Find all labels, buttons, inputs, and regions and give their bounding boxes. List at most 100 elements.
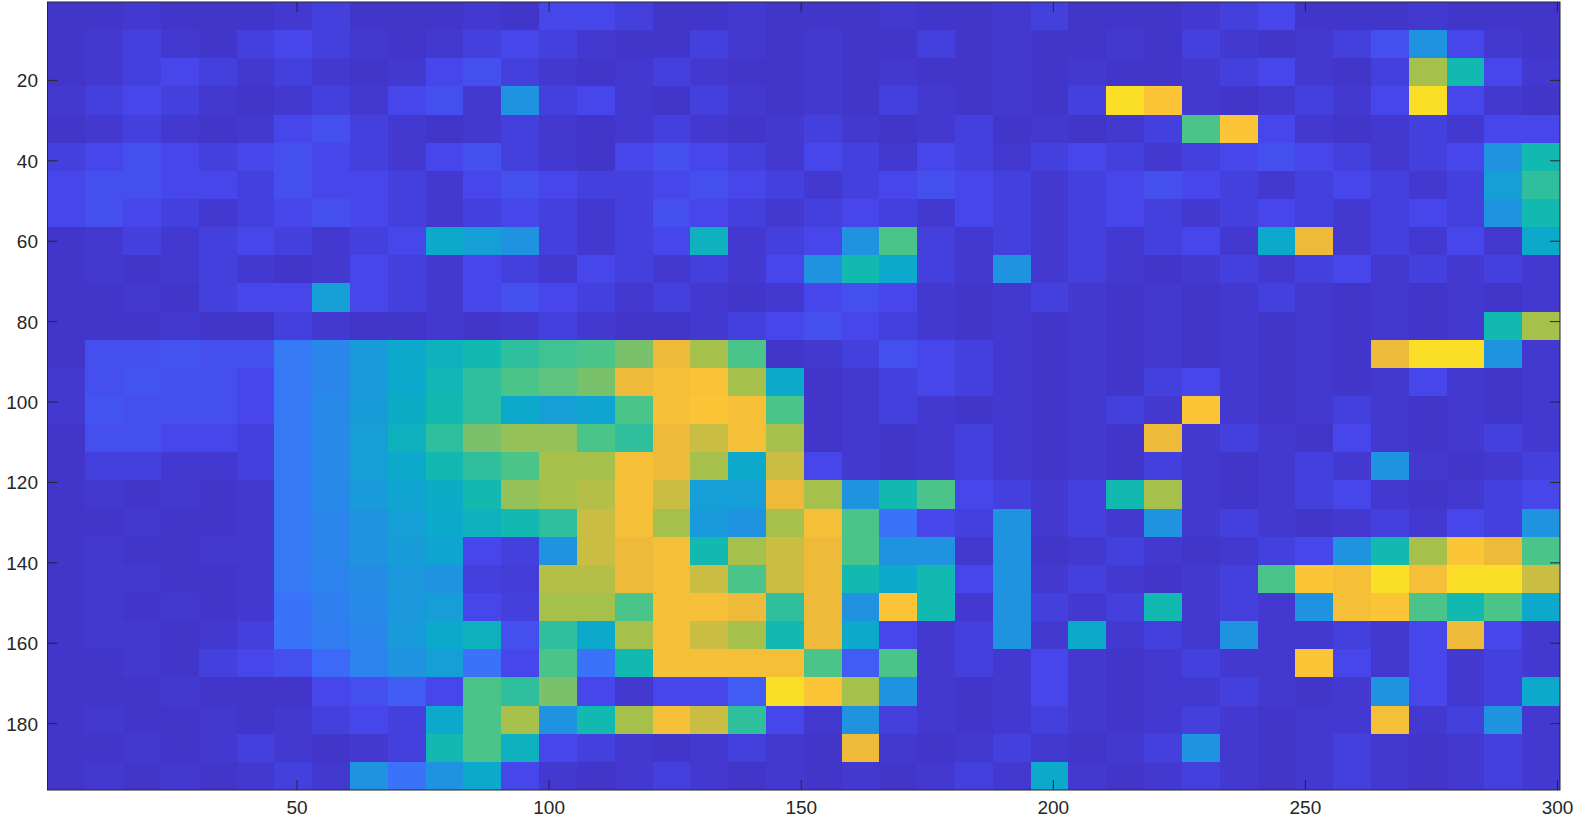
cell xyxy=(312,340,350,369)
cell xyxy=(161,58,199,87)
cell xyxy=(199,283,237,312)
cell xyxy=(1484,396,1522,425)
cell xyxy=(804,452,842,481)
cell xyxy=(312,312,350,341)
cell xyxy=(1484,734,1522,763)
cell xyxy=(1409,537,1447,566)
cell xyxy=(237,480,275,509)
cell xyxy=(615,86,653,115)
cell xyxy=(161,340,199,369)
cell xyxy=(123,255,161,284)
cell xyxy=(312,86,350,115)
cell xyxy=(426,424,464,453)
cell xyxy=(577,677,615,706)
cell xyxy=(539,171,577,200)
cell xyxy=(1484,621,1522,650)
cell xyxy=(955,312,993,341)
cell xyxy=(274,171,312,200)
cell xyxy=(1295,340,1333,369)
cell xyxy=(274,593,312,622)
cell xyxy=(501,537,539,566)
cell xyxy=(539,2,577,31)
cell xyxy=(350,480,388,509)
cell xyxy=(804,537,842,566)
cell xyxy=(690,58,728,87)
cell xyxy=(653,762,691,790)
x-tick-top xyxy=(549,2,550,12)
cell xyxy=(85,86,123,115)
cell xyxy=(879,480,917,509)
cell xyxy=(653,649,691,678)
cell xyxy=(85,227,123,256)
cell xyxy=(879,734,917,763)
cell xyxy=(463,86,501,115)
cell xyxy=(1182,649,1220,678)
cell xyxy=(690,706,728,735)
cell xyxy=(85,509,123,538)
x-tick xyxy=(297,780,298,790)
cell xyxy=(426,171,464,200)
cell xyxy=(1409,199,1447,228)
cell xyxy=(1447,58,1485,87)
cell xyxy=(1144,649,1182,678)
cell xyxy=(1447,312,1485,341)
cell xyxy=(1258,312,1296,341)
cell xyxy=(501,30,539,59)
cell xyxy=(577,396,615,425)
cell xyxy=(123,452,161,481)
cell xyxy=(917,593,955,622)
cell xyxy=(804,312,842,341)
cell xyxy=(1371,312,1409,341)
cell xyxy=(728,86,766,115)
cell xyxy=(1220,424,1258,453)
cell xyxy=(274,649,312,678)
cell xyxy=(690,227,728,256)
cell xyxy=(842,199,880,228)
cell xyxy=(274,2,312,31)
cell xyxy=(1447,677,1485,706)
cell xyxy=(539,509,577,538)
cell xyxy=(728,452,766,481)
cell xyxy=(237,368,275,397)
cell xyxy=(1409,396,1447,425)
cell xyxy=(917,565,955,594)
cell xyxy=(690,171,728,200)
cell xyxy=(1409,734,1447,763)
y-tick xyxy=(48,80,58,81)
cell xyxy=(161,2,199,31)
cell xyxy=(274,396,312,425)
cell xyxy=(48,283,86,312)
cell xyxy=(577,649,615,678)
cell xyxy=(539,58,577,87)
cell xyxy=(123,340,161,369)
cell xyxy=(1371,734,1409,763)
cell xyxy=(463,368,501,397)
cell xyxy=(350,734,388,763)
cell xyxy=(199,677,237,706)
cell xyxy=(1106,396,1144,425)
cell xyxy=(199,368,237,397)
cell xyxy=(766,312,804,341)
cell xyxy=(1258,621,1296,650)
cell xyxy=(48,480,86,509)
cell xyxy=(539,480,577,509)
cell xyxy=(653,368,691,397)
cell xyxy=(1258,58,1296,87)
cell xyxy=(1522,30,1560,59)
y-tick xyxy=(48,562,58,563)
cell xyxy=(161,171,199,200)
cell xyxy=(199,509,237,538)
cell xyxy=(1295,58,1333,87)
cell xyxy=(690,762,728,790)
cell xyxy=(577,734,615,763)
cell xyxy=(804,283,842,312)
cell xyxy=(728,762,766,790)
cell xyxy=(426,396,464,425)
cell xyxy=(1182,86,1220,115)
cell xyxy=(463,396,501,425)
x-tick-label: 100 xyxy=(533,797,565,818)
cell xyxy=(350,283,388,312)
cell xyxy=(463,621,501,650)
cell xyxy=(690,649,728,678)
y-tick-label: 160 xyxy=(6,633,38,654)
